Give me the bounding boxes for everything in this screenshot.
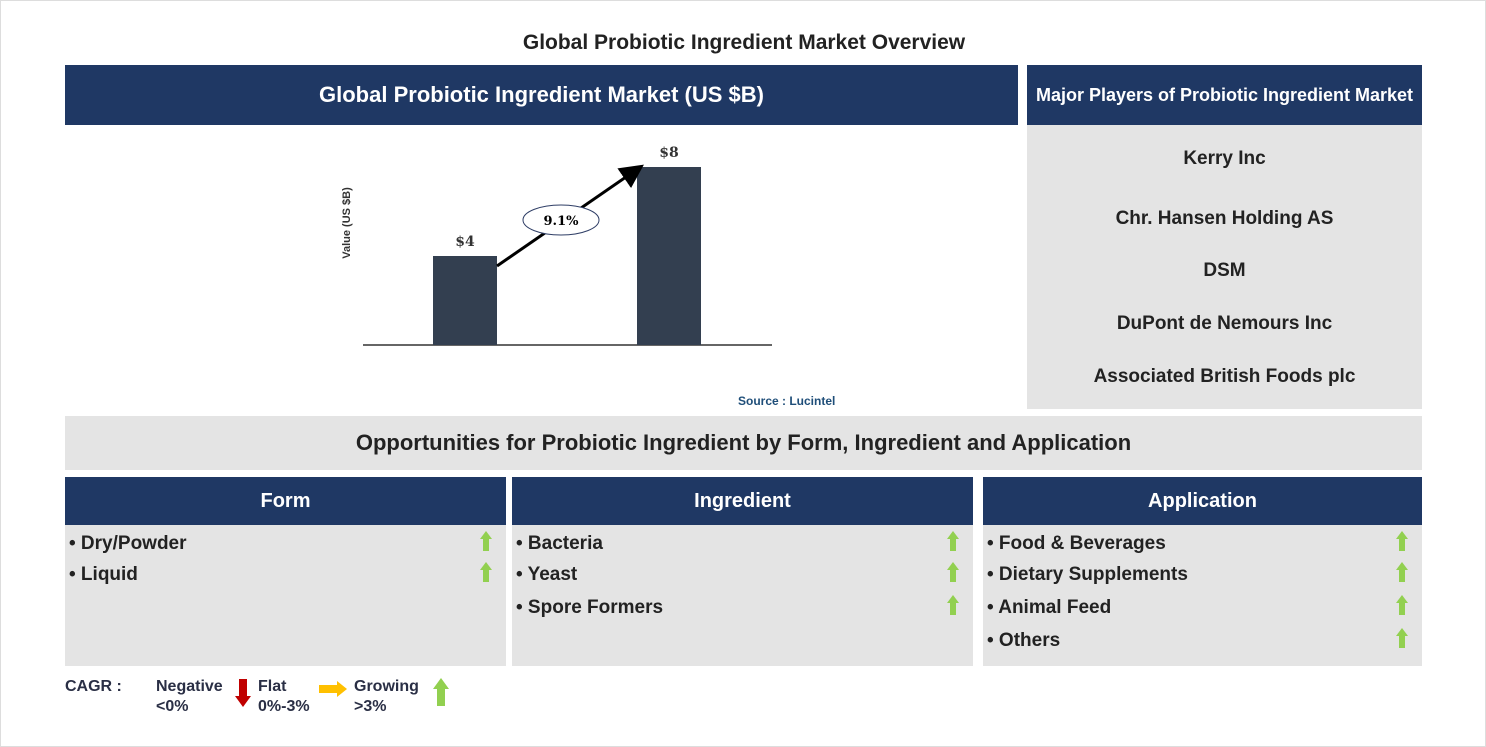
player-item: DuPont de Nemours Inc — [1116, 313, 1333, 334]
opportunities-header: Opportunities for Probiotic Ingredient b… — [65, 416, 1422, 470]
bar-2026 — [433, 256, 497, 345]
column-header-form: Form — [65, 477, 506, 525]
page-title: Global Probiotic Ingredient Market Overv… — [522, 31, 966, 54]
player-item: Kerry Inc — [1183, 148, 1266, 169]
y-axis-label: Value (US $B) — [341, 187, 353, 259]
growing-arrow-icon — [1396, 562, 1408, 582]
list-item: • Animal Feed — [987, 597, 1112, 618]
legend-label: CAGR : — [65, 678, 122, 695]
player-item: Associated British Foods plc — [1093, 366, 1356, 387]
list-item: • Bacteria — [516, 533, 603, 554]
column-header-ingredient: Ingredient — [512, 477, 973, 525]
negative-arrow-icon — [235, 679, 251, 707]
list-item: • Spore Formers — [516, 597, 664, 618]
growing-arrow-icon — [947, 562, 959, 582]
source-label: Source : Lucintel — [738, 394, 836, 408]
data-label: $4 — [455, 234, 475, 250]
list-item: • Yeast — [516, 564, 578, 585]
growing-arrow-icon — [1396, 628, 1408, 648]
players-header: Major Players of Probiotic Ingredient Ma… — [1027, 65, 1422, 125]
list-item: • Others — [987, 630, 1061, 651]
player-item: Chr. Hansen Holding AS — [1115, 208, 1334, 229]
growing-arrow-icon — [480, 562, 492, 582]
legend-growing: Growing >3% — [354, 678, 419, 715]
list-item: • Food & Beverages — [987, 533, 1166, 554]
list-item: • Dietary Supplements — [987, 564, 1188, 585]
column-form: • Dry/Powder • Liquid — [65, 525, 506, 666]
legend-negative: Negative <0% — [156, 678, 223, 715]
flat-arrow-icon — [319, 681, 347, 697]
chart-header: Global Probiotic Ingredient Market (US $… — [65, 65, 1018, 125]
growing-arrow-icon — [947, 531, 959, 551]
list-item: • Dry/Powder — [69, 533, 187, 554]
bar-2035 — [637, 167, 701, 345]
list-item: • Liquid — [69, 564, 138, 585]
data-label: $8 — [659, 145, 678, 161]
player-item: DSM — [1203, 260, 1246, 281]
cagr-ellipse — [522, 204, 600, 236]
players-list: Kerry Inc Chr. Hansen Holding AS DSM DuP… — [1027, 125, 1422, 409]
growing-arrow-icon — [947, 595, 959, 615]
column-application: • Food & Beverages • Dietary Supplements… — [983, 525, 1422, 666]
growing-arrow-icon — [433, 678, 449, 706]
column-ingredient: • Bacteria • Yeast • Spore Formers — [512, 525, 973, 666]
column-header-application: Application — [983, 477, 1422, 525]
growing-arrow-icon — [1396, 531, 1408, 551]
legend-flat: Flat 0%-3% — [258, 678, 310, 715]
growing-arrow-icon — [1396, 595, 1408, 615]
bar-chart: Value (US $B) $42026$82035 9.1% — [341, 145, 772, 346]
cagr-label: 9.1% — [544, 214, 580, 229]
growing-arrow-icon — [480, 531, 492, 551]
